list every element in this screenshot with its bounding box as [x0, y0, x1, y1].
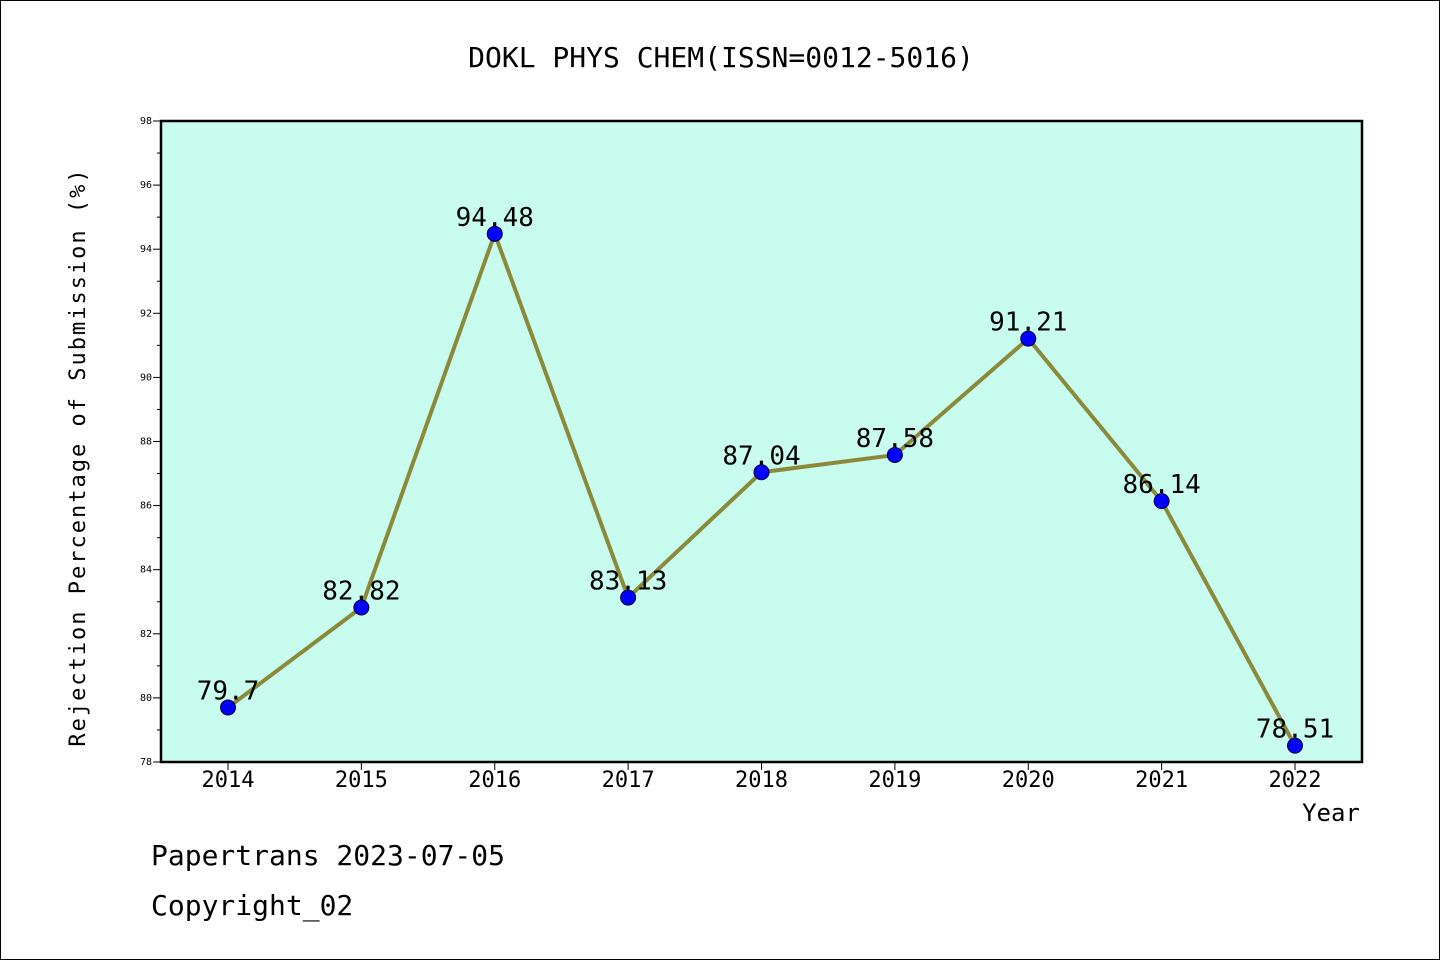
data-label: 87.04 [722, 441, 800, 471]
y-tick-label: 84 [140, 565, 152, 576]
x-tick-label: 2020 [1002, 768, 1055, 793]
series-group [220, 225, 1303, 754]
x-axis: 2014 2015 2016 2017 2018 2019 2020 2021 2022 [202, 762, 1322, 793]
data-point [1020, 330, 1037, 347]
y-tick-label: 80 [140, 693, 152, 704]
x-tick-label: 2021 [1135, 768, 1188, 793]
data-point [886, 446, 903, 463]
footer-copyright: Copyright_02 [151, 889, 353, 923]
data-label: 86.14 [1122, 470, 1200, 500]
data-labels: 79.7 82.82 94.48 83.13 87.04 87.58 91.21 86.14 7… [197, 203, 1334, 745]
y-tick-label: 98 [140, 116, 152, 127]
y-tick-label: 86 [140, 501, 152, 512]
x-tick-label: 2014 [202, 768, 255, 793]
data-point [620, 589, 637, 606]
y-tick-label: 94 [140, 244, 152, 255]
y-tick-label: 82 [140, 629, 152, 640]
y-axis: 78 80 82 84 86 88 90 92 94 96 98 [140, 116, 161, 768]
x-tick-label: 2015 [335, 768, 388, 793]
y-tick-label: 78 [140, 757, 152, 768]
x-axis-label: Year [1302, 799, 1360, 827]
plot-area [159, 119, 1364, 764]
data-label: 87.58 [856, 424, 934, 454]
data-label: 82.82 [322, 577, 400, 607]
y-tick-label: 96 [140, 180, 152, 191]
data-point [753, 464, 770, 481]
x-tick-label: 2017 [602, 768, 655, 793]
y-axis-label: Rejection Percentage of Submission (%) [66, 167, 91, 746]
footer-date: Papertrans 2023-07-05 [151, 839, 505, 872]
chart-title: DOKL PHYS CHEM(ISSN=0012-5016) [468, 41, 974, 74]
data-label: 91.21 [989, 308, 1067, 338]
y-tick-label: 92 [140, 308, 152, 319]
y-tick-label: 88 [140, 437, 152, 448]
y-tick-label: 90 [140, 372, 152, 383]
data-point [486, 225, 503, 242]
data-label: 78.51 [1256, 715, 1334, 745]
data-point [353, 599, 370, 616]
data-point [220, 699, 236, 716]
x-tick-label: 2018 [735, 768, 788, 793]
data-label: 83.13 [589, 567, 667, 597]
data-label: 94.48 [456, 203, 534, 233]
data-point [1287, 737, 1303, 754]
x-tick-label: 2016 [468, 768, 521, 793]
data-point [1153, 493, 1170, 510]
data-label: 79.7 [197, 677, 260, 707]
x-tick-label: 2019 [868, 768, 921, 793]
x-tick-label: 2022 [1269, 768, 1322, 793]
